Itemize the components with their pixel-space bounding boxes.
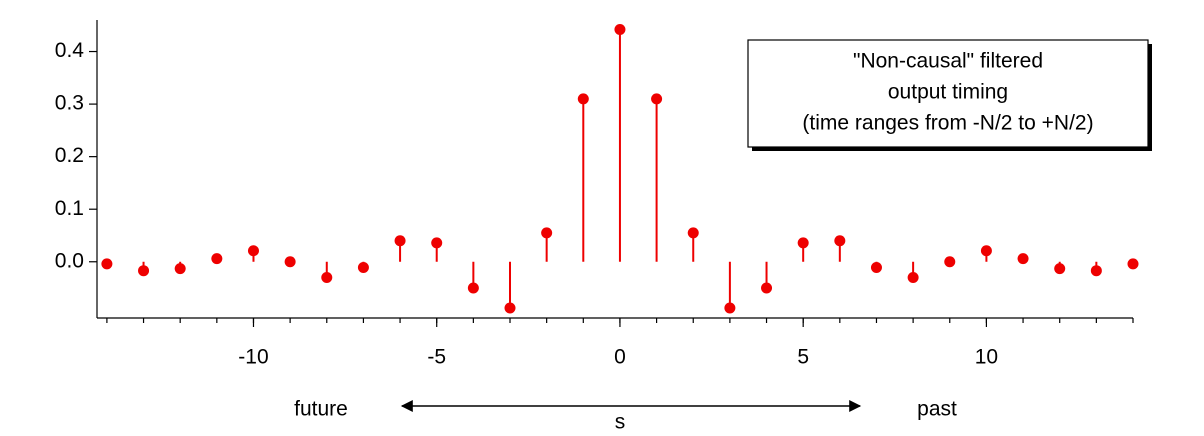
stem-marker bbox=[761, 282, 773, 294]
y-tick-label: 0.2 bbox=[55, 144, 84, 167]
stem-marker bbox=[944, 256, 956, 268]
x-tick-label: 0 bbox=[614, 346, 626, 369]
stem-marker bbox=[284, 256, 296, 268]
stem-marker bbox=[1127, 258, 1139, 270]
stem-marker bbox=[980, 245, 992, 257]
stem-marker bbox=[394, 235, 406, 247]
stem-marker bbox=[870, 262, 882, 274]
annotation-box bbox=[747, 39, 1149, 148]
stem-marker bbox=[174, 263, 186, 275]
stem-marker bbox=[504, 302, 516, 314]
stem-marker bbox=[211, 253, 223, 265]
stem-marker bbox=[541, 227, 553, 239]
y-tick-label: 0.3 bbox=[55, 92, 84, 115]
stem-marker bbox=[321, 272, 333, 284]
stem-marker bbox=[797, 237, 809, 249]
x-axis-label: s bbox=[615, 411, 626, 434]
future-label: future bbox=[294, 398, 348, 421]
stem-marker bbox=[687, 227, 699, 239]
stem-marker bbox=[614, 23, 626, 35]
stem-marker bbox=[651, 93, 663, 105]
annotation-line: (time ranges from -N/2 to +N/2) bbox=[802, 112, 1093, 135]
stem-marker bbox=[138, 265, 150, 277]
x-tick-label: 5 bbox=[797, 346, 809, 369]
stem-marker bbox=[431, 237, 443, 249]
stem-marker bbox=[834, 235, 846, 247]
stem-marker bbox=[577, 93, 589, 105]
stem-marker bbox=[724, 302, 736, 314]
stem-marker bbox=[357, 262, 369, 274]
x-tick-label: -5 bbox=[427, 346, 446, 369]
annotation-line: "Non-causal" filtered bbox=[853, 50, 1043, 73]
y-tick-label: 0.0 bbox=[55, 249, 84, 272]
y-tick-label: 0.4 bbox=[55, 39, 85, 62]
stem-marker bbox=[907, 272, 919, 284]
stem-marker bbox=[467, 282, 479, 294]
x-tick-label: -10 bbox=[238, 346, 268, 369]
y-tick-label: 0.1 bbox=[55, 197, 84, 220]
stem-marker bbox=[101, 258, 113, 270]
annotation-line: output timing bbox=[888, 81, 1008, 104]
x-tick-label: 10 bbox=[975, 346, 998, 369]
stem-marker bbox=[1054, 263, 1066, 275]
past-label: past bbox=[917, 398, 957, 421]
stem-marker bbox=[1017, 253, 1029, 265]
stem-marker bbox=[1090, 265, 1102, 277]
stem-marker bbox=[247, 245, 259, 257]
